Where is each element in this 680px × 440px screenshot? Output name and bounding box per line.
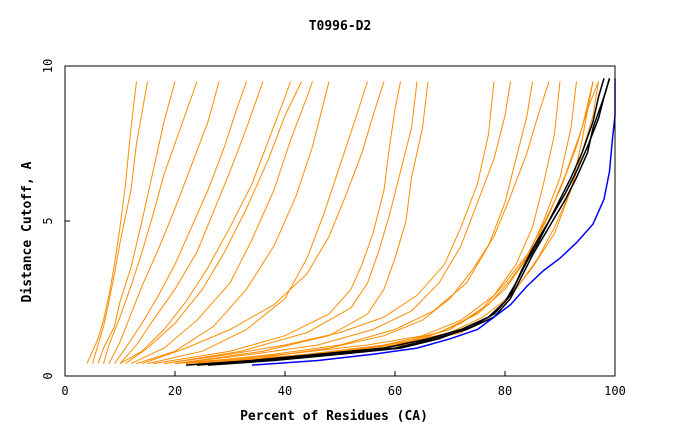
series-line-orange-9: [125, 81, 302, 365]
series-line-orange-16: [163, 81, 495, 365]
series-line-orange-23: [218, 81, 599, 365]
series-line-orange-8: [119, 81, 291, 365]
series-layer: [86, 78, 616, 366]
series-line-orange-4: [103, 81, 198, 364]
x-tick-label-100: 100: [604, 384, 626, 398]
x-tick-label-0: 0: [61, 384, 68, 398]
series-line-orange-7: [119, 81, 264, 364]
y-axis-label: Distance Cutoff, A: [20, 161, 35, 302]
series-line-black-29: [207, 78, 611, 366]
x-tick-label-20: 20: [168, 384, 182, 398]
series-line-orange-11: [136, 81, 330, 365]
series-line-orange-2: [92, 81, 148, 364]
x-axis-label: Percent of Residues (CA): [240, 409, 428, 424]
tick-layer: 0 20 40 60 80 100 0 5 10: [41, 59, 626, 398]
x-tick-label-80: 80: [498, 384, 512, 398]
series-line-orange-5: [108, 81, 220, 364]
y-tick-label-0: 0: [41, 372, 55, 379]
series-line-orange-13: [152, 81, 401, 365]
series-line-orange-18: [185, 81, 533, 365]
series-line-orange-12: [147, 81, 368, 365]
series-line-orange-3: [97, 81, 176, 364]
series-line-orange-20: [196, 81, 577, 365]
x-tick-label-40: 40: [278, 384, 292, 398]
series-line-orange-25: [141, 81, 385, 365]
series-line-orange-17: [174, 81, 511, 365]
series-line-orange-15: [174, 81, 429, 365]
series-line-orange-22: [202, 81, 594, 365]
series-line-orange-26: [185, 81, 550, 365]
x-tick-label-60: 60: [388, 384, 402, 398]
series-line-orange-10: [130, 81, 313, 365]
y-tick-label-5: 5: [41, 217, 55, 224]
series-line-orange-6: [114, 81, 247, 364]
chart-title: T0996-D2: [309, 19, 372, 34]
series-line-orange-1: [86, 81, 137, 364]
series-line-black-28: [196, 78, 611, 366]
series-line-orange-14: [163, 81, 418, 365]
y-tick-label-10: 10: [41, 59, 55, 73]
series-line-blue-30: [251, 78, 616, 366]
